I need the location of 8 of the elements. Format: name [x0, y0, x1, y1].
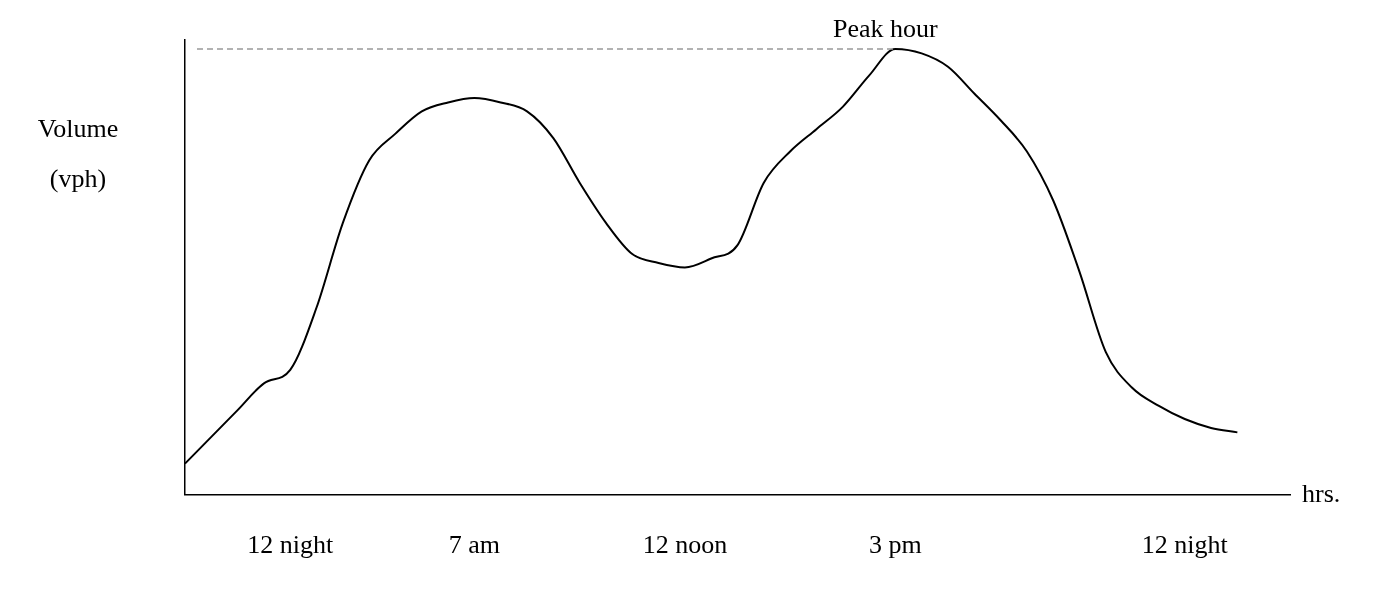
- ref-line-label: Peak hour: [833, 13, 939, 43]
- x-tick-label: 12 noon: [642, 530, 728, 560]
- x-tick-label: 7 am: [448, 530, 501, 560]
- x-tick-label: 3 pm: [868, 530, 922, 560]
- x-tick-label: 12 night: [247, 530, 334, 560]
- x-tick-label: 12 night: [1141, 530, 1229, 560]
- x-axis-title: hrs.: [1302, 478, 1341, 508]
- y-axis-title: Volume (vph): [37, 113, 119, 193]
